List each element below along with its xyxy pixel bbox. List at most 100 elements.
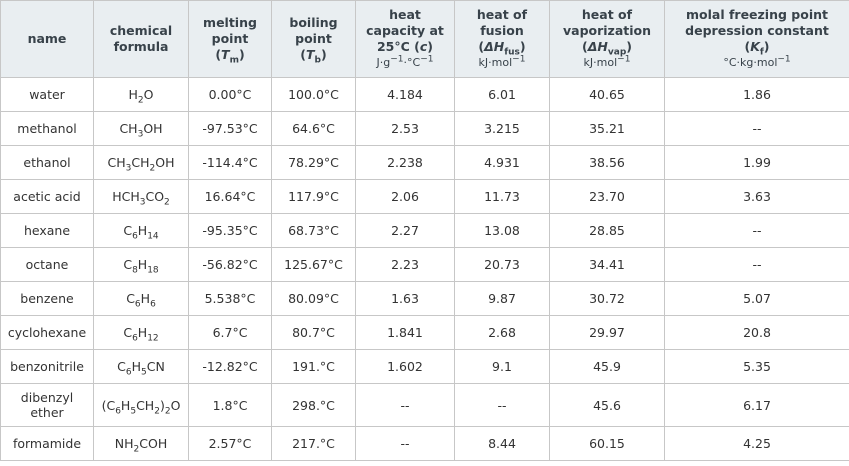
formula-part: 3 <box>139 197 146 208</box>
cell-heat-of-vaporization: 34.41 <box>549 247 665 282</box>
cell-melting-point: -56.82°C <box>188 247 272 282</box>
formula-part: C <box>123 223 133 238</box>
cell-heat-of-vaporization: 30.72 <box>549 281 665 316</box>
cell-heat-of-vaporization: 45.6 <box>549 383 665 427</box>
cell-melting-point: 6.7°C <box>188 315 272 350</box>
table-row: benzonitrile C6H5CN -12.82°C 191.°C 1.602 9.1… <box>0 349 849 384</box>
formula-part: H <box>131 359 142 374</box>
formula-part: CH <box>131 155 150 170</box>
formula-part: 5 <box>130 406 137 416</box>
table-row: ethanol CH3CH2OH -114.4°C 78.29°C 2.238 4.931… <box>0 145 849 180</box>
cell-melting-point: 0.00°C <box>188 77 272 112</box>
cell-heat-capacity: 2.238 <box>355 145 455 180</box>
cell-freezing-constant: 4.25 <box>664 426 849 461</box>
formula-part: CN <box>146 359 165 374</box>
formula-part: 2 <box>164 406 171 416</box>
cell-heat-of-fusion: 8.44 <box>454 426 550 461</box>
formula-part: CH <box>119 121 138 136</box>
formula-part: CH <box>107 155 126 170</box>
formula-part: 2 <box>137 95 144 106</box>
formula-part: CH <box>136 397 155 413</box>
formula-part: 2 <box>164 197 170 208</box>
formula-part: H <box>140 291 151 306</box>
cell-name: acetic acid <box>0 179 94 214</box>
table-row: cyclohexane C6H12 6.7°C 80.7°C 1.841 2.68 29.9… <box>0 315 849 350</box>
cell-formula: CH3OH <box>93 111 189 146</box>
formula-part: 2 <box>133 444 140 455</box>
header-formula: chemical formula <box>93 0 189 78</box>
cell-name: dibenzyl ether <box>0 383 94 427</box>
table-row: acetic acid HCH3CO2 16.64°C 117.9°C 2.06 11.7… <box>0 179 849 214</box>
cell-heat-of-fusion: 9.87 <box>454 281 550 316</box>
table-row: dibenzyl ether (C6H5CH2)2O 1.8°C 298.°C -- --… <box>0 383 849 427</box>
cell-name: octane <box>0 247 94 282</box>
cell-freezing-constant: 20.8 <box>664 315 849 350</box>
header-row: name chemical formula melting point (Tm) b… <box>0 0 849 78</box>
cell-name: benzonitrile <box>0 349 94 384</box>
cell-heat-capacity: 1.602 <box>355 349 455 384</box>
formula-part: 6 <box>132 231 138 242</box>
cell-heat-of-vaporization: 45.9 <box>549 349 665 384</box>
cell-melting-point: -95.35°C <box>188 213 272 248</box>
cell-formula: CH3CH2OH <box>93 145 189 180</box>
cell-heat-capacity: 2.53 <box>355 111 455 146</box>
cell-name: ethanol <box>0 145 94 180</box>
formula-part: 2 <box>154 406 160 416</box>
cell-boiling-point: 191.°C <box>271 349 356 384</box>
cell-heat-of-fusion: 13.08 <box>454 213 550 248</box>
table-row: octane C8H18 -56.82°C 125.67°C 2.23 20.73 34.4… <box>0 247 849 282</box>
formula-part: OH <box>155 155 175 170</box>
cell-formula: C6H5CN <box>93 349 189 384</box>
table-row: formamide NH2COH 2.57°C 217.°C -- 8.44 60.15 4.… <box>0 426 849 461</box>
formula-part: 8 <box>132 265 138 276</box>
cell-boiling-point: 117.9°C <box>271 179 356 214</box>
cell-name: formamide <box>0 426 94 461</box>
cell-heat-of-vaporization: 38.56 <box>549 145 665 180</box>
formula-part: HCH <box>112 189 140 204</box>
formula-part: C <box>117 359 126 374</box>
cell-boiling-point: 68.73°C <box>271 213 356 248</box>
cell-heat-of-fusion: -- <box>454 383 550 427</box>
cell-heat-capacity: -- <box>355 426 455 461</box>
cell-heat-of-fusion: 2.68 <box>454 315 550 350</box>
cell-heat-of-vaporization: 60.15 <box>549 426 665 461</box>
formula-part: H <box>137 257 148 272</box>
table-row: benzene C6H6 5.538°C 80.09°C 1.63 9.87 30.72 5.… <box>0 281 849 316</box>
formula-part: NH <box>114 436 134 451</box>
cell-melting-point: 5.538°C <box>188 281 272 316</box>
table-row: methanol CH3OH -97.53°C 64.6°C 2.53 3.215 35.2… <box>0 111 849 146</box>
formula-part: 12 <box>147 333 159 344</box>
formula-part: H <box>137 223 148 238</box>
header-heat-of-vaporization: heat of vaporization (ΔHvap) kJ·mol−1 <box>549 0 665 78</box>
cell-heat-of-fusion: 4.931 <box>454 145 550 180</box>
formula-part: 3 <box>125 163 132 174</box>
cell-boiling-point: 100.0°C <box>271 77 356 112</box>
cell-heat-of-vaporization: 40.65 <box>549 77 665 112</box>
cell-heat-of-vaporization: 28.85 <box>549 213 665 248</box>
formula-part: H <box>120 397 131 413</box>
formula-part: 5 <box>141 367 147 378</box>
formula-part: (C <box>101 397 116 413</box>
cell-boiling-point: 64.6°C <box>271 111 356 146</box>
cell-boiling-point: 80.09°C <box>271 281 356 316</box>
formula-part: 18 <box>147 265 159 276</box>
cell-freezing-constant: -- <box>664 213 849 248</box>
cell-heat-of-vaporization: 29.97 <box>549 315 665 350</box>
cell-boiling-point: 125.67°C <box>271 247 356 282</box>
header-heat-capacity: heat capacity at 25°C (c) J·g−1·°C−1 <box>355 0 455 78</box>
formula-part: 6 <box>150 299 156 310</box>
formula-part: 6 <box>115 406 121 416</box>
cell-freezing-constant: -- <box>664 111 849 146</box>
cell-name: hexane <box>0 213 94 248</box>
formula-part: H <box>128 87 138 102</box>
cell-melting-point: 2.57°C <box>188 426 272 461</box>
cell-freezing-constant: 3.63 <box>664 179 849 214</box>
cell-heat-of-fusion: 6.01 <box>454 77 550 112</box>
cell-boiling-point: 78.29°C <box>271 145 356 180</box>
cell-heat-capacity: 1.63 <box>355 281 455 316</box>
cell-name: cyclohexane <box>0 315 94 350</box>
cell-freezing-constant: 1.86 <box>664 77 849 112</box>
cell-formula: C8H18 <box>93 247 189 282</box>
cell-heat-of-fusion: 3.215 <box>454 111 550 146</box>
